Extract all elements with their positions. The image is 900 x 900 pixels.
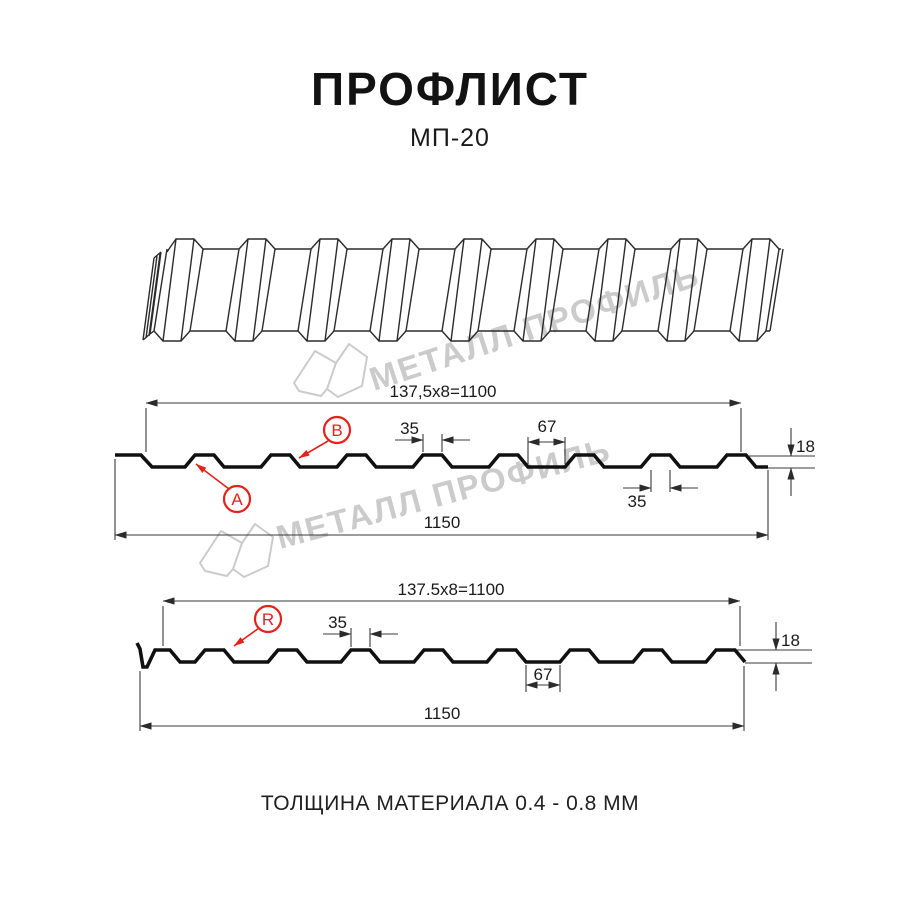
sheet-rib bbox=[513, 238, 564, 342]
sheet-rib bbox=[369, 238, 420, 342]
section1-dim-valley: 67 bbox=[527, 417, 566, 464]
sheet-rib bbox=[225, 238, 276, 342]
section1-dim-module: 137,5x8=1100 bbox=[145, 382, 742, 452]
section2-dim-crest-top: 35 bbox=[323, 613, 398, 647]
sheet-rib bbox=[297, 238, 348, 342]
section1-dim-height-label: 18 bbox=[796, 437, 815, 456]
callout-r-label: R bbox=[262, 610, 274, 629]
sheet-rib bbox=[153, 238, 204, 342]
section1-dim-crest-top-label: 35 bbox=[400, 419, 419, 438]
callout-r-circle bbox=[253, 604, 283, 634]
cross-section-1: 137,5x8=1100 35 67 35 bbox=[114, 382, 815, 540]
sheet-right-edge bbox=[769, 248, 784, 332]
sheet-far-edge bbox=[166, 238, 781, 253]
profile-model-name: МП-20 bbox=[410, 124, 490, 152]
sheet-rib bbox=[657, 238, 708, 342]
section1-callout-b: B bbox=[298, 415, 352, 459]
section1-dim-height: 18 bbox=[748, 428, 815, 496]
watermark-logo-middle bbox=[199, 523, 274, 578]
section2-dim-overall-label: 1150 bbox=[424, 704, 461, 723]
watermark-logo-top bbox=[293, 343, 368, 398]
sheet-rib bbox=[441, 238, 492, 342]
material-thickness-note: ТОЛЩИНА МАТЕРИАЛА 0.4 - 0.8 ММ bbox=[260, 792, 640, 815]
section2-dim-module: 137.5x8=1100 bbox=[162, 580, 741, 646]
watermark-text-middle: МЕТАЛЛ ПРОФИЛЬ bbox=[272, 431, 615, 556]
section1-dim-overall: 1150 bbox=[114, 459, 769, 540]
sheet-rib bbox=[729, 238, 780, 342]
section1-dim-overall-label: 1150 bbox=[424, 513, 461, 532]
callout-a-circle bbox=[222, 484, 252, 514]
section1-callout-a: A bbox=[195, 463, 252, 514]
sheet-cut-edge bbox=[142, 251, 162, 341]
sheet-rib bbox=[585, 238, 636, 342]
section2-dim-module-label: 137.5x8=1100 bbox=[398, 580, 505, 599]
callout-b-label: B bbox=[331, 421, 342, 440]
callout-a-label: A bbox=[231, 490, 243, 509]
page-title: ПРОФЛИСТ bbox=[311, 63, 589, 115]
section1-dim-crest-bottom-label: 35 bbox=[628, 492, 647, 511]
section2-dim-height: 18 bbox=[737, 622, 812, 691]
section2-dim-overall: 1150 bbox=[139, 666, 745, 731]
section1-dim-module-label: 137,5x8=1100 bbox=[390, 382, 497, 401]
section1-dim-crest-top: 35 bbox=[395, 419, 470, 452]
section2-dim-valley-label: 67 bbox=[534, 665, 553, 684]
section2-dim-crest-top-label: 35 bbox=[328, 613, 347, 632]
section2-callout-r: R bbox=[233, 604, 283, 647]
section1-profile-outline bbox=[115, 453, 768, 469]
section2-dim-height-label: 18 bbox=[781, 631, 800, 650]
callout-b-circle bbox=[322, 415, 352, 445]
section2-dim-valley: 67 bbox=[525, 665, 561, 692]
watermark-text-top: МЕТАЛЛ ПРОФИЛЬ bbox=[365, 256, 705, 398]
section1-dim-crest-bottom: 35 bbox=[623, 470, 698, 511]
sheet-3d-view bbox=[142, 238, 784, 342]
cross-section-2: 137.5x8=1100 35 67 18 bbox=[135, 580, 812, 731]
sheet-near-edge bbox=[149, 330, 770, 342]
section2-profile-outline bbox=[135, 642, 747, 669]
section1-dim-valley-label: 67 bbox=[538, 417, 557, 436]
